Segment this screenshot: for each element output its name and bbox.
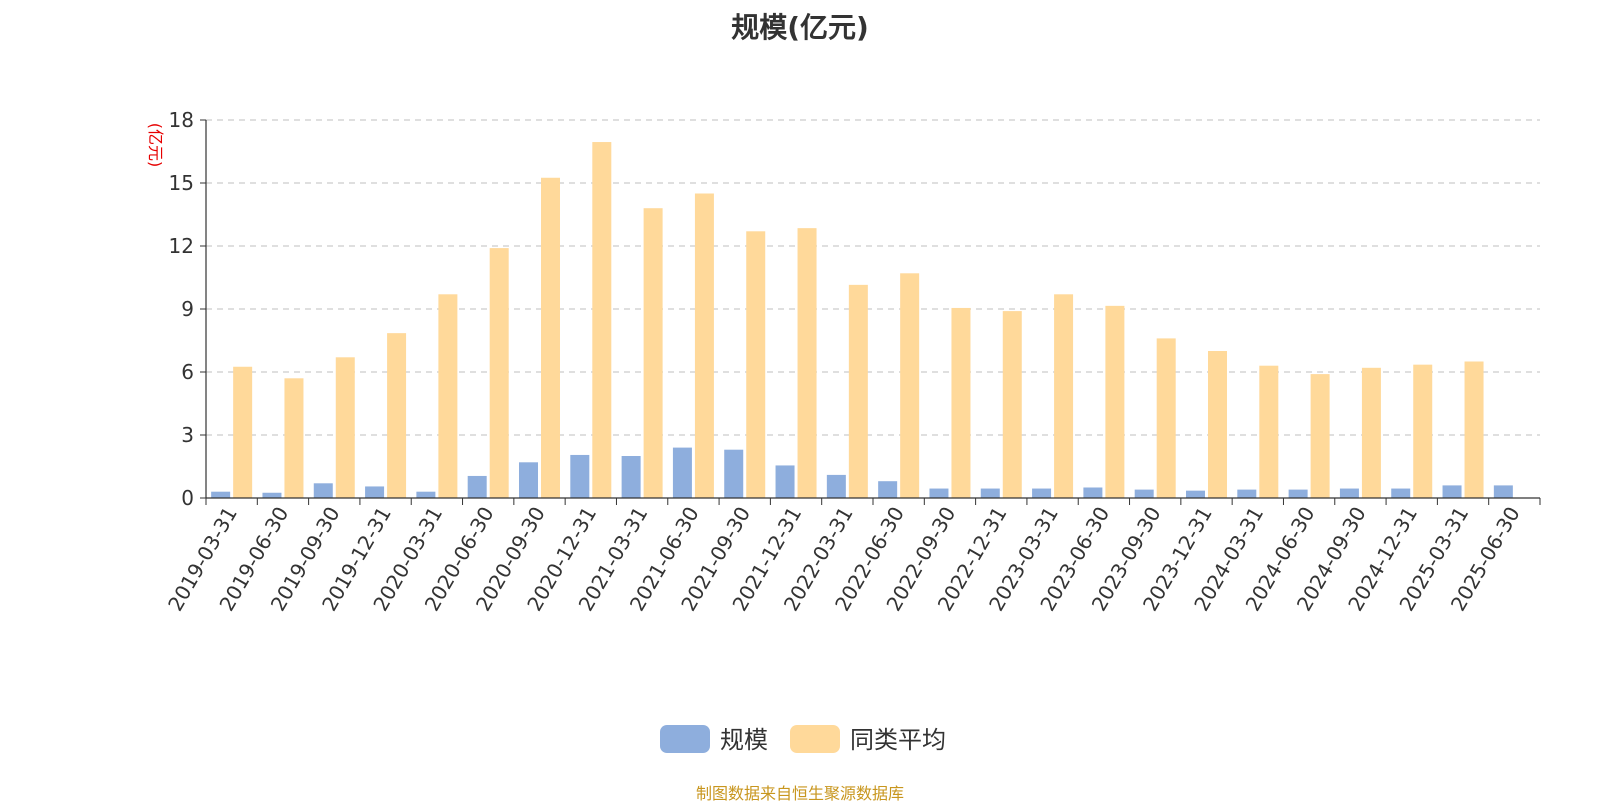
bar-category-average — [1054, 294, 1074, 498]
bar-category-average — [387, 333, 407, 498]
bar-scale — [878, 481, 898, 498]
bar-category-average — [1413, 364, 1433, 498]
bar-scale — [519, 462, 538, 498]
bar-category-average — [1208, 351, 1227, 498]
y-tick-label: 12 — [169, 234, 194, 258]
bar-scale — [929, 488, 949, 498]
bar-scale — [724, 449, 744, 498]
bar-scale — [1493, 485, 1513, 498]
y-tick-label: 9 — [181, 297, 194, 321]
bar-scale — [1134, 489, 1154, 498]
y-tick-label: 3 — [181, 423, 194, 447]
bar-scale — [621, 456, 641, 498]
bar-scale — [1083, 487, 1103, 498]
bar-scale — [365, 486, 385, 498]
bar-category-average — [1259, 365, 1279, 498]
y-tick-label: 18 — [169, 108, 194, 132]
bar-category-average — [1464, 361, 1484, 498]
data-source-note: 制图数据来自恒生聚源数据库 — [695, 784, 904, 803]
bar-category-average — [1361, 367, 1381, 498]
bar-category-average — [438, 294, 458, 498]
bar-category-average — [233, 366, 253, 498]
bar-scale — [1442, 485, 1462, 498]
bar-category-average — [1002, 311, 1022, 498]
chart-title: 规模(亿元) — [731, 11, 869, 44]
bar-category-average — [848, 284, 868, 498]
bar-category-average — [643, 208, 663, 498]
y-tick-label: 0 — [181, 486, 194, 510]
bar-category-average — [746, 231, 766, 499]
x-axis: 2019-03-312019-06-302019-09-302019-12-31… — [163, 497, 1541, 615]
bar-scale — [211, 491, 231, 498]
legend-label[interactable]: 同类平均 — [850, 726, 946, 754]
y-tick-label: 15 — [169, 171, 194, 195]
bar-scale — [672, 447, 692, 498]
bar-category-average — [284, 378, 304, 498]
bar-scale — [1391, 488, 1411, 498]
bar-scale — [1237, 489, 1257, 498]
bar-category-average — [1156, 338, 1176, 498]
bar-category-average — [592, 142, 612, 499]
legend-swatch[interactable] — [790, 725, 840, 753]
bar-scale — [416, 491, 436, 498]
bar-category-average — [541, 177, 560, 498]
legend-label[interactable]: 规模 — [720, 726, 768, 754]
bar-category-average — [797, 228, 817, 498]
bar-scale — [1186, 490, 1205, 498]
y-axis-unit-label: (亿元) — [146, 123, 165, 168]
bar-category-average — [489, 248, 509, 498]
bar-scale — [262, 492, 282, 498]
bar-category-average — [900, 273, 920, 498]
bar-scale — [1288, 489, 1308, 498]
bar-category-average — [1105, 305, 1125, 498]
bar-scale — [570, 454, 590, 498]
bar-scale — [826, 474, 846, 498]
grid-lines — [206, 119, 1540, 436]
bar-category-average — [335, 357, 355, 498]
bar-scale — [313, 483, 333, 498]
y-tick-label: 6 — [181, 360, 194, 384]
bars — [211, 142, 1513, 499]
legend: 规模 同类平均 — [660, 725, 946, 754]
bar-scale — [775, 465, 795, 498]
bar-category-average — [1310, 374, 1330, 498]
bar-scale — [1032, 488, 1052, 498]
bar-category-average — [694, 193, 714, 498]
bar-scale — [980, 488, 1000, 498]
bar-scale — [467, 475, 487, 498]
y-axis: 0 3 6 9 12 15 18 — [169, 108, 207, 510]
bar-category-average — [951, 307, 971, 498]
bar-scale — [1339, 488, 1359, 498]
legend-swatch[interactable] — [660, 725, 710, 753]
